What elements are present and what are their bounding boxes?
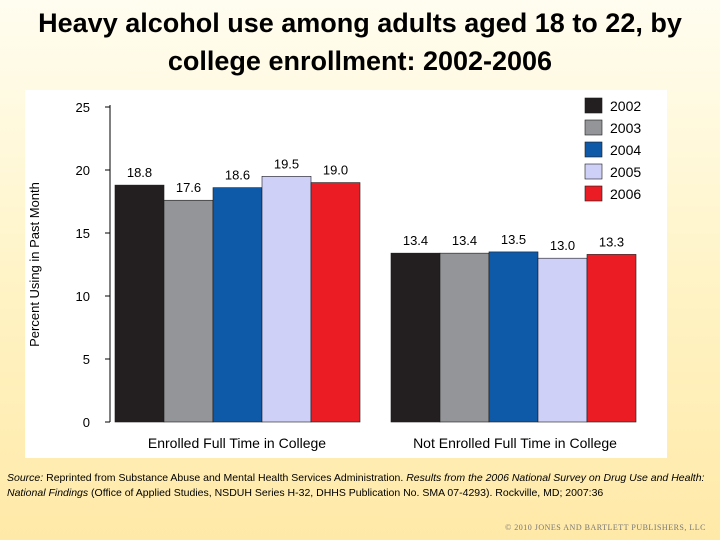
source-publication-title: Results from the 2006 National Survey on…: [7, 472, 705, 499]
legend-label: 2003: [610, 120, 641, 136]
bar-2005-not-enrolled: [537, 257, 588, 423]
source-text-2: (Office of Applied Studies, NSDUH Series…: [88, 487, 604, 499]
source-note: Source: Reprinted from Substance Abuse a…: [7, 471, 707, 501]
data-label: 13.4: [403, 233, 428, 248]
y-tick-label: 5: [83, 352, 90, 367]
y-axis-title: Percent Using in Past Month: [27, 182, 42, 347]
bar-chart: 0 5 10 15 20 25 Percent Using in Past Month 18.…: [27, 97, 641, 451]
bar-2002-enrolled: [114, 184, 165, 423]
bar-2004-not-enrolled: [488, 251, 539, 423]
x-category-label: Enrolled Full Time in College: [148, 435, 326, 451]
slide-title: Heavy alcohol use among adults aged 18 t…: [38, 8, 682, 76]
data-label: 13.3: [599, 234, 624, 249]
x-category-label: Not Enrolled Full Time in College: [413, 435, 617, 451]
data-label: 19.0: [323, 163, 348, 178]
legend-swatch-2004: [584, 141, 603, 158]
chart-panel: 0 5 10 15 20 25 Percent Using in Past Month 18.…: [25, 90, 667, 458]
bar-2005-enrolled: [261, 176, 312, 423]
bar-2003-enrolled: [163, 199, 214, 423]
data-label: 13.5: [501, 232, 526, 247]
data-label: 17.6: [176, 180, 201, 195]
data-label: 13.0: [550, 238, 575, 253]
y-tick-label: 20: [76, 163, 90, 178]
source-text-1: Reprinted from Substance Abuse and Menta…: [43, 472, 407, 484]
legend-label: 2004: [610, 142, 641, 158]
bar-2006-not-enrolled: [586, 254, 637, 423]
legend-swatch-2002: [584, 97, 603, 114]
data-label: 19.5: [274, 156, 299, 171]
bar-2004-enrolled: [212, 187, 263, 423]
data-label: 18.6: [225, 168, 250, 183]
legend-swatch-2005: [584, 163, 603, 180]
y-tick-label: 15: [76, 226, 90, 241]
y-tick-label: 0: [83, 415, 90, 430]
legend-label: 2002: [610, 98, 641, 114]
data-label: 13.4: [452, 233, 477, 248]
legend-swatch-2003: [584, 119, 603, 136]
legend-label: 2005: [610, 164, 641, 180]
bar-2003-not-enrolled: [439, 252, 490, 423]
y-tick-label: 25: [76, 100, 90, 115]
bar-2006-enrolled: [310, 182, 361, 423]
source-label: Source:: [7, 472, 44, 484]
y-tick-label: 10: [76, 289, 90, 304]
legend-swatch-2006: [584, 185, 603, 202]
bar-2002-not-enrolled: [390, 252, 441, 423]
data-label: 18.8: [127, 165, 152, 180]
legend-label: 2006: [610, 186, 641, 202]
copyright-notice: © 2010 JONES AND BARTLETT PUBLISHERS, LL…: [505, 523, 706, 532]
